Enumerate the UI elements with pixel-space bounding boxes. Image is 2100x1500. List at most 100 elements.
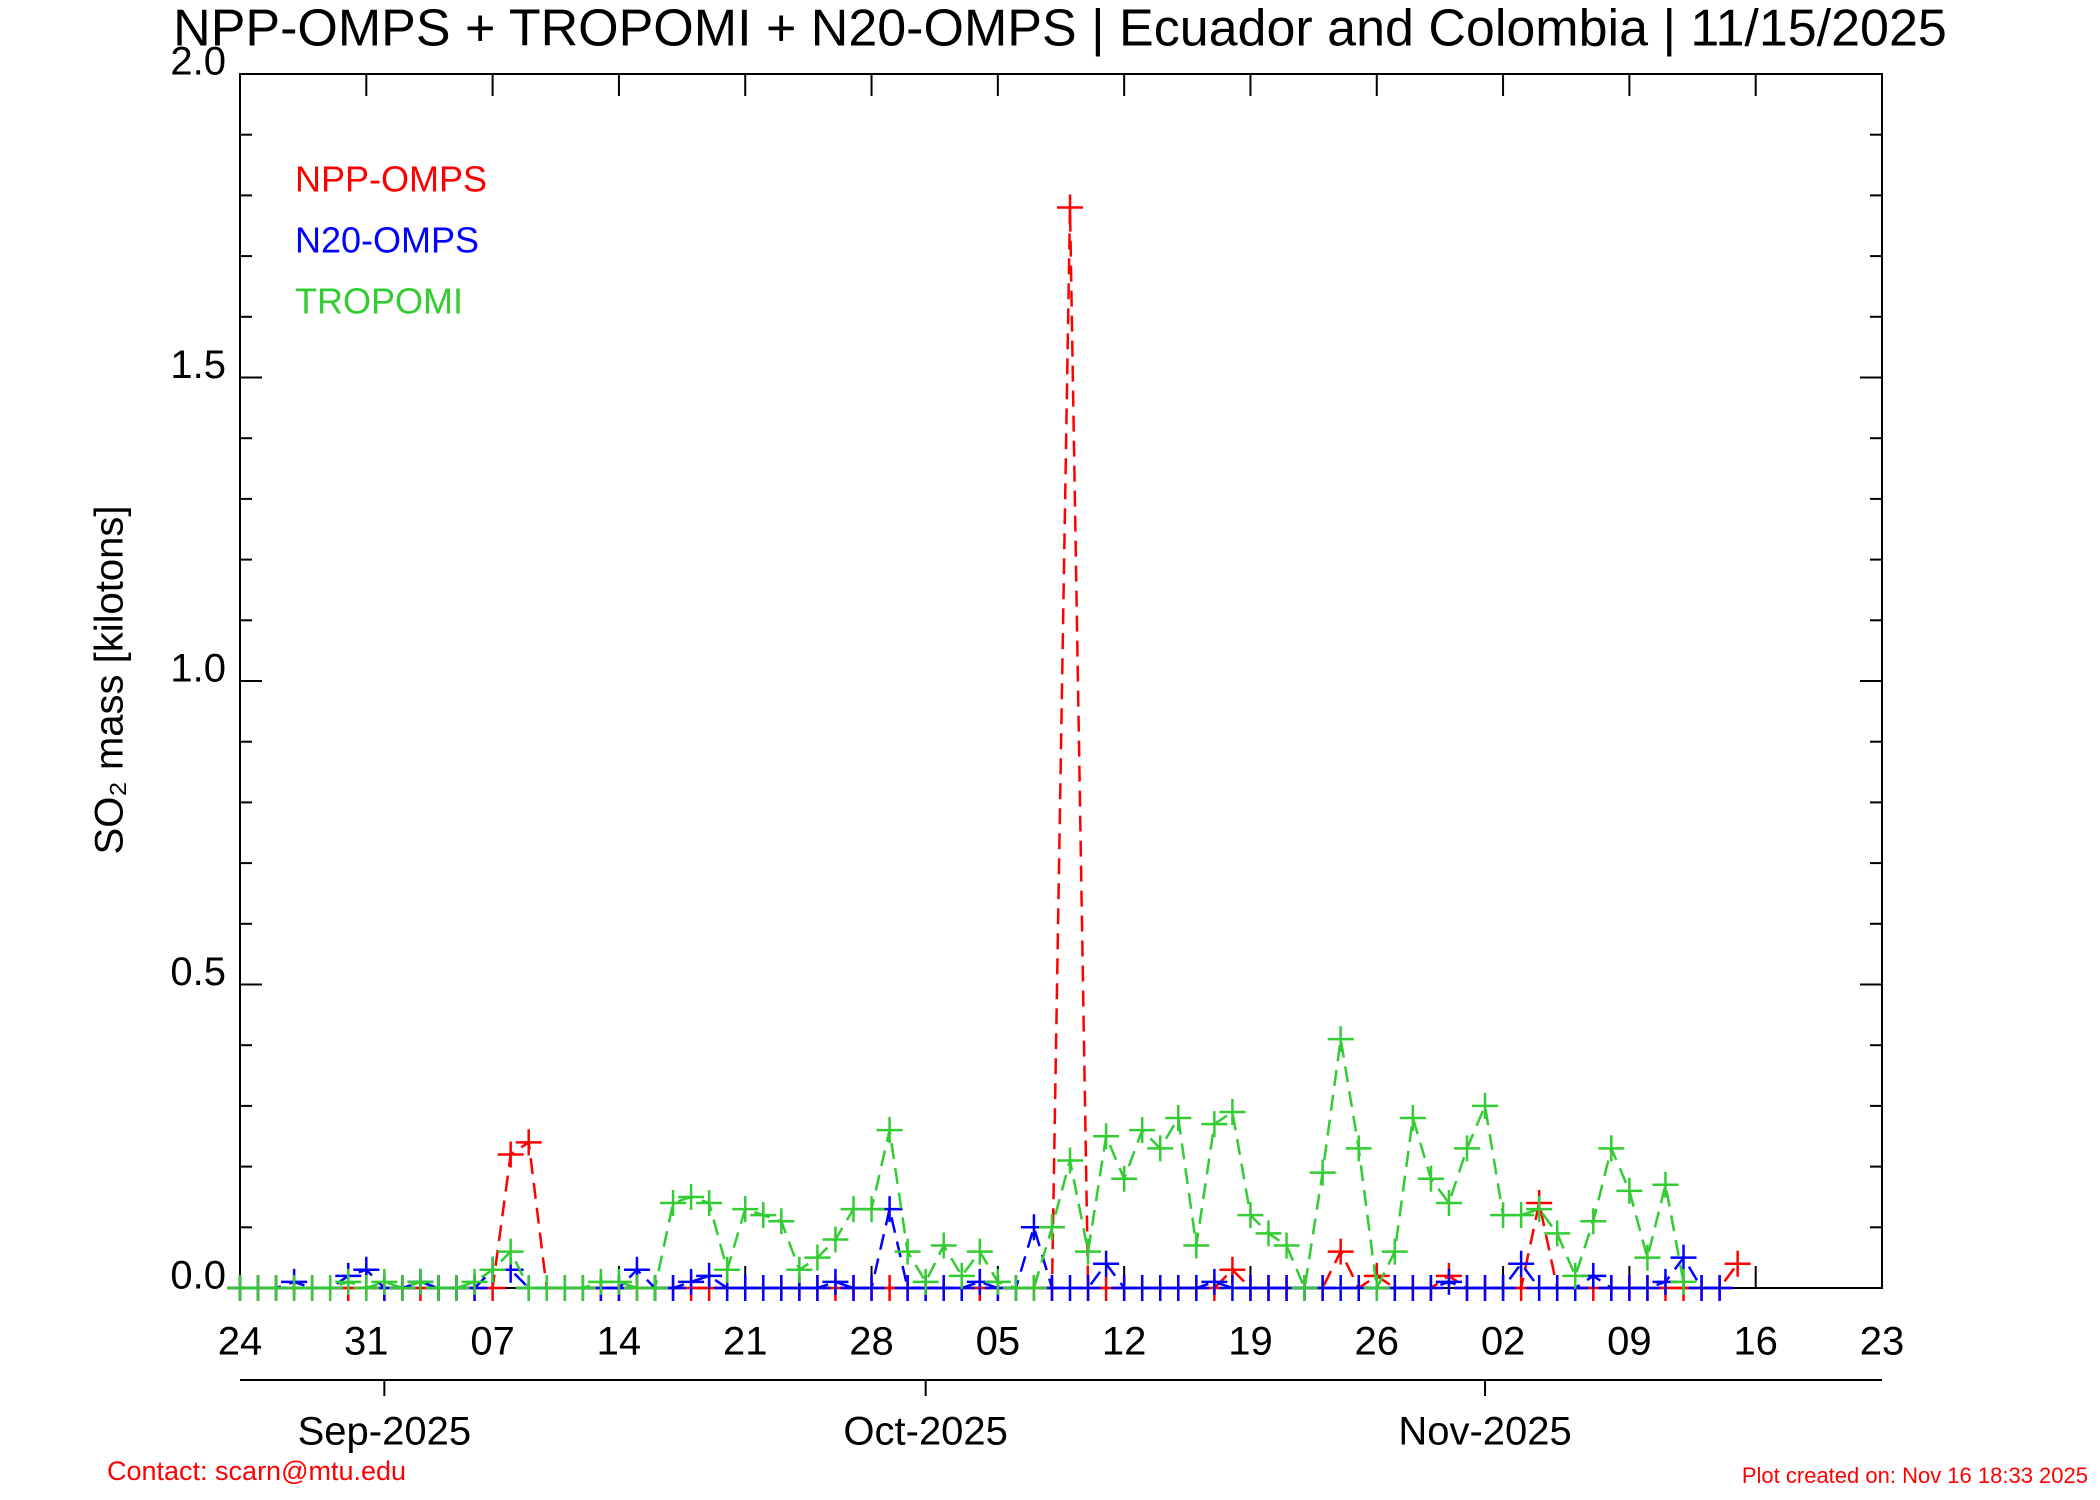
data-point	[642, 1275, 669, 1301]
data-point	[876, 1117, 903, 1144]
data-point	[930, 1232, 957, 1259]
data-point	[1291, 1275, 1318, 1301]
chart-title: NPP-OMPS + TROPOMI + N20-OMPS | Ecuador …	[173, 0, 1947, 58]
data-point	[1724, 1250, 1751, 1277]
y-axis-label: SO₂ mass [kilotons]	[88, 506, 132, 855]
x-tick-label: 16	[1733, 1320, 1778, 1364]
data-point	[1580, 1208, 1607, 1235]
data-point	[966, 1238, 993, 1265]
data-point	[1526, 1196, 1553, 1223]
month-label: Oct-2025	[843, 1410, 1008, 1454]
data-point	[822, 1226, 849, 1253]
data-point	[1111, 1165, 1138, 1192]
data-point	[1038, 1214, 1065, 1241]
data-point	[1634, 1275, 1661, 1301]
data-point	[497, 1238, 524, 1265]
data-point	[1201, 1111, 1228, 1138]
x-tick-label: 07	[470, 1320, 515, 1364]
contact: Contact: scarn@mtu.edu	[107, 1456, 406, 1486]
x-tick-label: 21	[723, 1320, 768, 1364]
x-tick-label: 19	[1228, 1320, 1273, 1364]
data-point	[1490, 1275, 1517, 1301]
data-point	[768, 1208, 795, 1235]
data-point	[443, 1275, 470, 1301]
y-tick-label: 2.0	[170, 40, 226, 84]
x-tick-label: 14	[597, 1320, 642, 1364]
data-point	[1508, 1202, 1535, 1229]
x-tick-label: 28	[849, 1320, 894, 1364]
data-point	[804, 1244, 831, 1271]
data-point	[696, 1190, 723, 1217]
data-point	[1075, 1275, 1102, 1301]
data-point	[1363, 1275, 1390, 1301]
y-tick-label: 0.0	[170, 1254, 226, 1298]
y-tick-label: 1.5	[170, 343, 226, 387]
data-point	[1183, 1232, 1210, 1259]
legend-entry: NPP-OMPS	[295, 159, 487, 200]
data-point	[948, 1262, 975, 1289]
data-point	[858, 1196, 885, 1223]
data-point	[1472, 1092, 1499, 1119]
data-point	[1435, 1268, 1462, 1295]
data-point	[1417, 1165, 1444, 1192]
x-tick-label: 05	[976, 1320, 1021, 1364]
x-tick-label: 09	[1607, 1320, 1652, 1364]
data-point	[1183, 1275, 1210, 1301]
data-point	[894, 1238, 921, 1265]
data-point	[786, 1256, 813, 1283]
data-point	[371, 1268, 398, 1295]
data-point	[1201, 1268, 1228, 1295]
data-point	[1453, 1135, 1480, 1162]
data-point	[461, 1268, 488, 1295]
data-point	[1165, 1105, 1192, 1132]
data-point	[912, 1268, 939, 1295]
data-point	[1327, 1026, 1354, 1053]
data-point	[1273, 1232, 1300, 1259]
legend-entry: TROPOMI	[295, 281, 463, 322]
data-point	[497, 1141, 524, 1168]
data-point	[1670, 1268, 1697, 1295]
data-point	[1255, 1220, 1282, 1247]
data-point	[1345, 1135, 1372, 1162]
data-point	[335, 1268, 362, 1295]
month-label: Nov-2025	[1398, 1410, 1571, 1454]
data-point	[732, 1196, 759, 1223]
x-tick-label: 02	[1481, 1320, 1526, 1364]
data-point	[389, 1275, 416, 1301]
data-point	[569, 1275, 596, 1301]
data-point	[1057, 1147, 1084, 1174]
data-point	[407, 1268, 434, 1295]
data-point	[804, 1275, 831, 1301]
data-point	[1309, 1159, 1336, 1186]
data-point	[1435, 1190, 1462, 1217]
data-point	[605, 1268, 632, 1295]
created-note: Plot created on: Nov 16 18:33 2025	[1742, 1463, 2088, 1488]
data-point	[1093, 1250, 1120, 1277]
data-point	[1147, 1135, 1174, 1162]
data-point	[1327, 1238, 1354, 1265]
data-point	[1129, 1117, 1156, 1144]
data-point	[353, 1275, 380, 1301]
data-point	[660, 1190, 687, 1217]
data-point	[1057, 194, 1084, 221]
data-point	[1652, 1171, 1679, 1198]
data-point	[858, 1275, 885, 1301]
data-point	[1093, 1123, 1120, 1150]
y-tick-label: 0.5	[170, 950, 226, 994]
data-point	[317, 1275, 344, 1301]
data-point	[714, 1256, 741, 1283]
x-tick-label: 24	[218, 1320, 263, 1364]
x-tick-label: 12	[1102, 1320, 1147, 1364]
x-tick-label: 31	[344, 1320, 389, 1364]
data-point	[1399, 1105, 1426, 1132]
data-point	[1381, 1238, 1408, 1265]
data-point	[1544, 1220, 1571, 1247]
data-point	[1670, 1244, 1697, 1271]
data-point	[1237, 1202, 1264, 1229]
month-label: Sep-2025	[298, 1410, 471, 1454]
data-point	[479, 1256, 506, 1283]
y-tick-label: 1.0	[170, 647, 226, 691]
series-line	[240, 207, 1739, 1290]
data-point	[678, 1183, 705, 1210]
data-point	[1706, 1275, 1733, 1301]
